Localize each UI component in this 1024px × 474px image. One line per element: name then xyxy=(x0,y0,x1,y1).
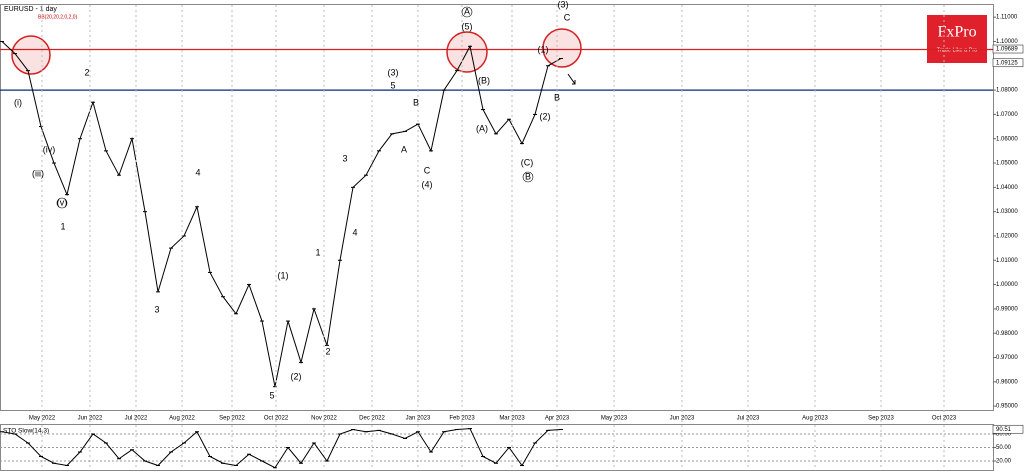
wave-label: (iv) xyxy=(43,144,56,154)
x-tick-label: Jul 2023 xyxy=(737,416,760,422)
y-tick-label: 1.06000 xyxy=(996,136,1018,142)
y-tick-label: 1.05000 xyxy=(996,161,1018,167)
price-label: 90.51 xyxy=(996,427,1012,433)
x-tick-label: Sep 2023 xyxy=(868,416,894,422)
wave-label: 2 xyxy=(325,346,330,356)
x-tick-label: Dec 2022 xyxy=(359,416,385,422)
y-tick-label: 1.10000 xyxy=(996,39,1018,45)
highlight-circle xyxy=(542,28,582,68)
y-tick-label: 1.02000 xyxy=(996,234,1018,240)
y-tick-label: 0.99000 xyxy=(996,306,1018,312)
wave-label: (i) xyxy=(14,97,22,107)
wave-label: (1) xyxy=(538,44,549,54)
line-series xyxy=(1,428,562,469)
wave-label: A xyxy=(401,144,407,154)
highlight-circle xyxy=(11,35,51,75)
x-tick-label: Mar 2023 xyxy=(499,416,525,422)
wave-label: A xyxy=(464,6,470,16)
annotation-circle xyxy=(461,6,473,18)
wave-label: (2) xyxy=(540,111,551,121)
x-tick-label: Jan 2023 xyxy=(406,416,431,422)
wave-label: B xyxy=(554,92,560,102)
price-label: 1.09125 xyxy=(996,60,1018,66)
wave-label: 1 xyxy=(60,221,65,231)
y-tick-label: 1.00000 xyxy=(996,282,1018,288)
y-tick-label: 20.00 xyxy=(996,459,1012,465)
x-tick-label: May 2023 xyxy=(601,416,628,422)
x-tick-label: Aug 2022 xyxy=(169,416,195,422)
x-tick-label: Aug 2023 xyxy=(802,416,828,422)
y-tick-label: 1.07000 xyxy=(996,112,1018,118)
price-pane xyxy=(0,4,994,411)
y-tick-label: 0.97000 xyxy=(996,355,1018,361)
x-tick-label: Nov 2022 xyxy=(311,416,337,422)
x-tick-label: Jun 2023 xyxy=(670,416,695,422)
wave-label: (A) xyxy=(476,123,488,133)
wave-label: 4 xyxy=(195,167,200,177)
wave-label: (B) xyxy=(478,75,490,85)
wave-label: C xyxy=(564,12,571,22)
price-label-box xyxy=(992,424,1024,434)
x-tick-label: Sep 2022 xyxy=(219,416,245,422)
x-tick-label: May 2022 xyxy=(29,416,56,422)
price-label: 1.09689 xyxy=(996,47,1018,53)
wave-label: 1 xyxy=(315,247,320,257)
annotation-circle xyxy=(56,197,68,209)
line-series xyxy=(1,41,562,387)
wave-label: B xyxy=(413,97,419,107)
wave-label: 2 xyxy=(84,67,89,77)
stochastic-title: STO Slow(14,3) xyxy=(3,428,49,435)
price-label-box xyxy=(992,58,1024,68)
x-tick-label: Oct 2023 xyxy=(932,416,957,422)
price-label-box xyxy=(992,44,1024,54)
wave-label: C xyxy=(424,165,431,175)
arrow xyxy=(567,73,576,85)
annotation-circle xyxy=(522,171,534,183)
wave-label: 4 xyxy=(352,227,357,237)
y-tick-label: 80.00 xyxy=(996,432,1012,438)
wave-label: (3) xyxy=(388,67,399,77)
wave-label: B xyxy=(525,171,531,181)
y-tick-label: 1.08000 xyxy=(996,88,1018,94)
y-tick-label: 1.11000 xyxy=(996,15,1018,21)
y-tick-label: 1.01000 xyxy=(996,258,1018,264)
x-tick-label: Jul 2022 xyxy=(125,416,148,422)
wave-label: (C) xyxy=(521,157,534,167)
y-tick-label: 0.96000 xyxy=(996,379,1018,385)
y-tick-label: 1.03000 xyxy=(996,209,1018,215)
y-tick-label: 0.95000 xyxy=(996,404,1018,410)
logo-name: FxPro xyxy=(937,24,976,41)
logo-tagline: Trade Like a Pro xyxy=(937,47,977,53)
x-tick-label: Oct 2022 xyxy=(264,416,289,422)
wave-label: (4) xyxy=(422,179,433,189)
chart-title: EURUSD - 1 day xyxy=(4,6,57,13)
x-tick-label: Jun 2022 xyxy=(78,416,103,422)
wave-label: (5) xyxy=(462,21,473,31)
logo-box xyxy=(927,15,987,63)
y-tick-label: 50.00 xyxy=(996,445,1012,451)
y-tick-label: 1.04000 xyxy=(996,185,1018,191)
wave-label: 3 xyxy=(342,153,347,163)
x-tick-label: Apr 2023 xyxy=(545,416,570,422)
y-tick-label: 0.98000 xyxy=(996,331,1018,337)
wave-label: 5 xyxy=(390,80,395,90)
wave-label: 3 xyxy=(154,304,159,314)
indicator-label: BB(20,20,2,0,2,0) xyxy=(38,14,78,20)
wave-label: (1) xyxy=(278,270,289,280)
wave-label: (v) xyxy=(57,197,68,207)
wave-label: (3) xyxy=(558,0,569,9)
x-tick-label: Feb 2023 xyxy=(449,416,475,422)
wave-label: (iii) xyxy=(32,168,44,178)
wave-label: (2) xyxy=(291,371,302,381)
wave-label: 5 xyxy=(269,390,274,400)
